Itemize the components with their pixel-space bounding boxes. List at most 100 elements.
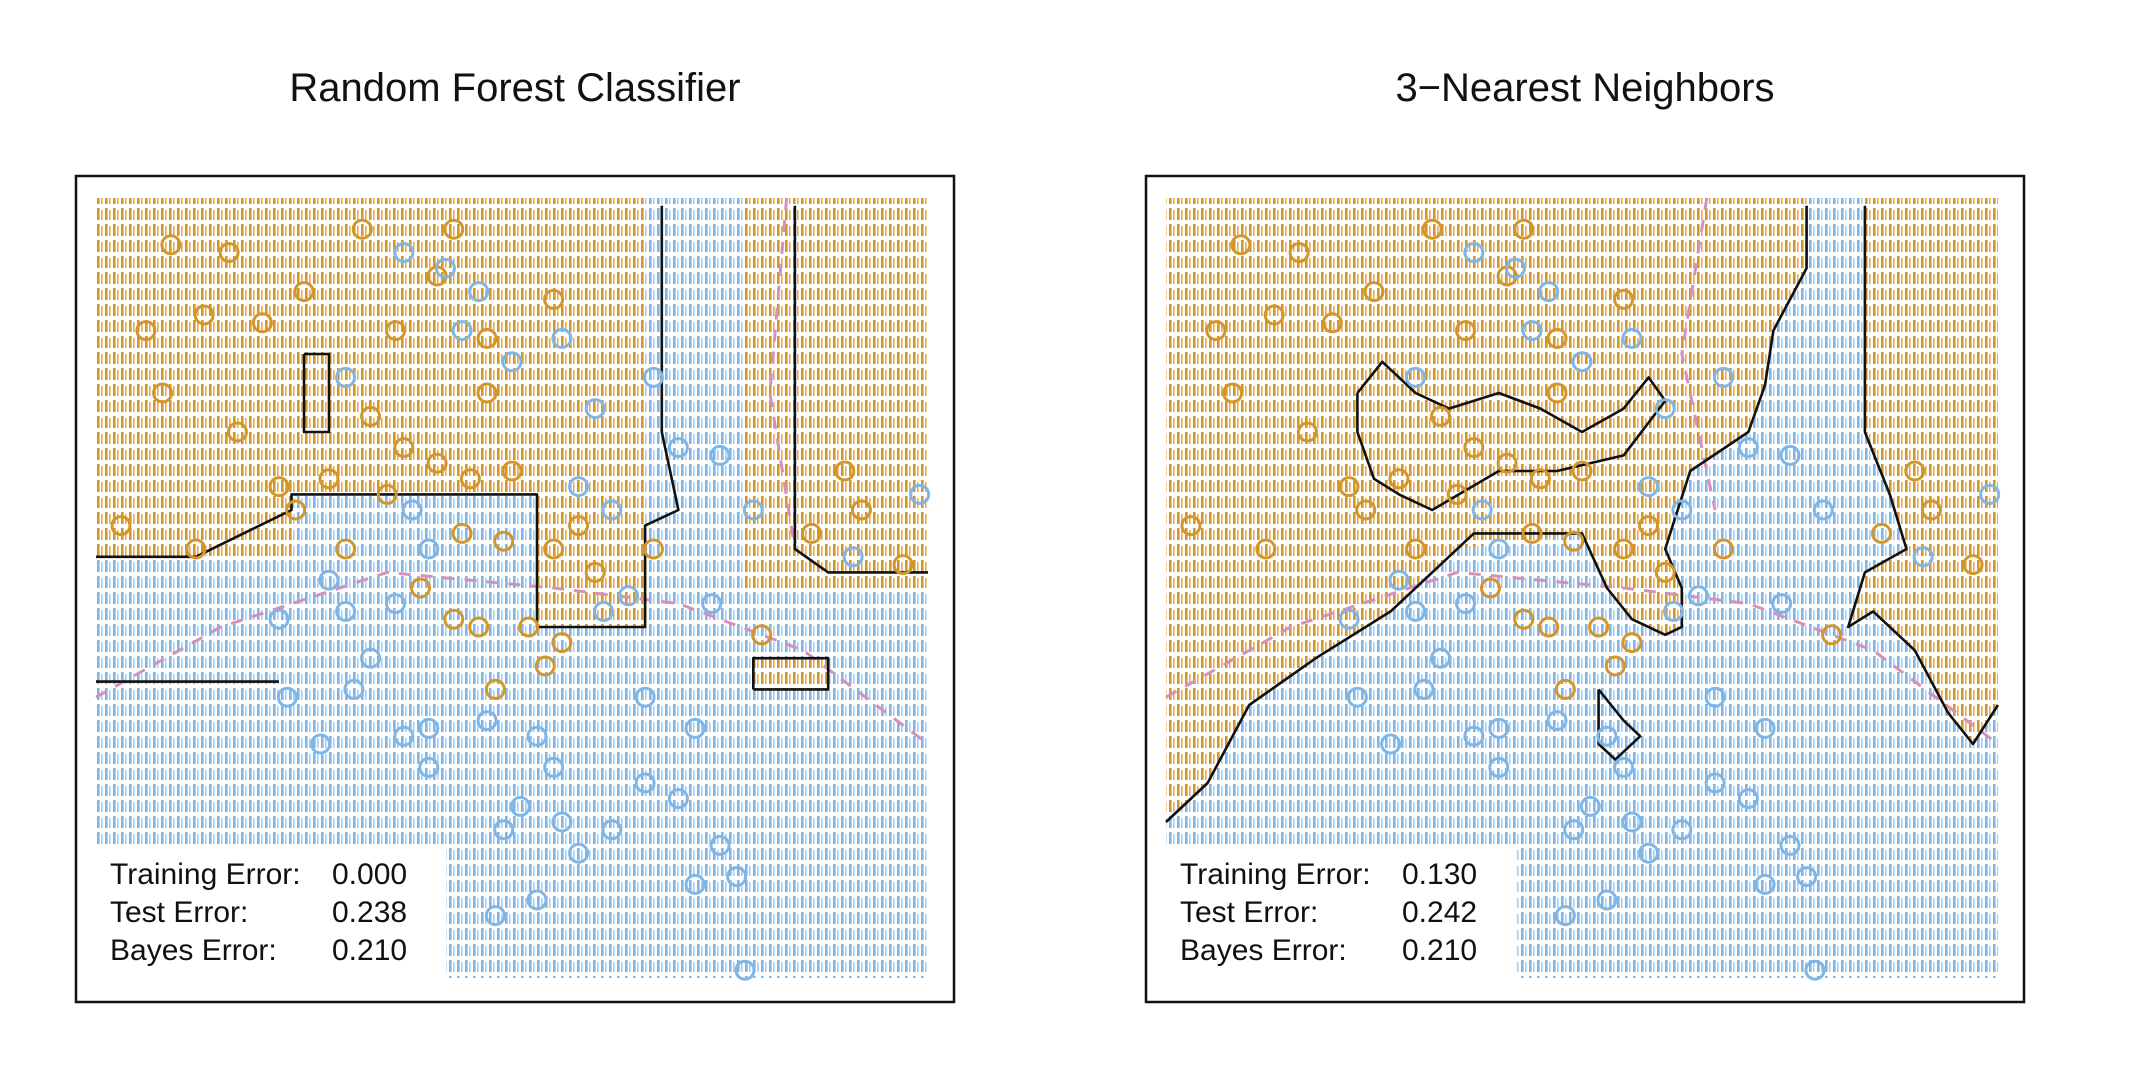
point-orange <box>1613 288 1635 310</box>
decision-boundary-line <box>1356 360 1667 512</box>
point-blue <box>1563 819 1585 841</box>
point-orange <box>1513 608 1535 630</box>
point-blue <box>1521 320 1543 342</box>
point-blue <box>335 366 357 388</box>
point-blue <box>1380 733 1402 755</box>
point-blue <box>418 717 440 739</box>
point-orange <box>1180 515 1202 537</box>
point-blue <box>526 889 548 911</box>
point-blue <box>1671 819 1693 841</box>
point-blue <box>551 327 573 349</box>
point-orange <box>1463 437 1485 459</box>
bayes-boundary-line <box>95 570 929 746</box>
point-orange <box>1613 538 1635 560</box>
point-blue <box>1638 476 1660 498</box>
point-orange <box>360 405 382 427</box>
point-orange <box>476 382 498 404</box>
point-orange <box>351 218 373 240</box>
decision-boundary-line <box>1165 205 1808 823</box>
point-blue <box>709 444 731 466</box>
point-orange <box>293 281 315 303</box>
point-orange <box>1563 530 1585 552</box>
point-orange <box>1521 522 1543 544</box>
point-orange <box>318 468 340 490</box>
point-blue <box>909 483 931 505</box>
point-blue <box>509 795 531 817</box>
point-blue <box>318 569 340 591</box>
point-blue <box>393 242 415 264</box>
stat-label: Test Error: <box>1180 896 1318 929</box>
point-blue <box>493 819 515 841</box>
point-orange <box>1321 312 1343 334</box>
point-orange <box>534 655 556 677</box>
decision-boundary-line <box>751 656 830 691</box>
point-orange <box>1338 476 1360 498</box>
point-orange <box>1962 554 1984 576</box>
point-blue <box>634 686 656 708</box>
point-orange <box>543 538 565 560</box>
point-blue <box>634 772 656 794</box>
point-blue <box>593 600 615 622</box>
point-orange <box>584 561 606 583</box>
point-blue <box>1754 873 1776 895</box>
decision-boundary-line <box>1846 205 2000 746</box>
point-orange <box>193 304 215 326</box>
region-orange <box>96 198 646 627</box>
point-blue <box>476 710 498 732</box>
point-orange <box>459 468 481 490</box>
point-orange <box>409 577 431 599</box>
point-blue <box>1663 600 1685 622</box>
point-blue <box>1737 437 1759 459</box>
decision-boundary-line <box>96 205 680 629</box>
point-blue <box>1804 959 1826 981</box>
point-orange <box>801 522 823 544</box>
point-orange <box>1296 421 1318 443</box>
point-blue <box>276 686 298 708</box>
point-blue <box>1463 242 1485 264</box>
point-blue <box>1405 366 1427 388</box>
point-blue <box>617 585 639 607</box>
point-orange <box>1230 234 1252 256</box>
point-orange <box>1621 632 1643 654</box>
point-blue <box>343 678 365 700</box>
region-orange <box>1166 198 1807 822</box>
point-blue <box>1754 717 1776 739</box>
point-blue <box>551 811 573 833</box>
stat-value: 0.000 <box>332 858 407 891</box>
point-blue <box>1812 499 1834 521</box>
point-orange <box>551 632 573 654</box>
point-blue <box>434 257 456 279</box>
panel-random-forest: Random Forest Classifier Training Error: 0… <box>74 66 956 1004</box>
point-orange <box>642 538 664 560</box>
point-orange <box>1571 460 1593 482</box>
point-orange <box>1871 522 1893 544</box>
point-orange <box>1288 242 1310 264</box>
point-blue <box>1488 756 1510 778</box>
point-orange <box>1529 468 1551 490</box>
point-orange <box>1546 327 1568 349</box>
point-blue <box>1338 608 1360 630</box>
point-orange <box>152 382 174 404</box>
stat-label: Test Error: <box>110 896 248 929</box>
stat-label: Bayes Error: <box>110 934 277 967</box>
point-blue <box>842 546 864 568</box>
point-orange <box>751 624 773 646</box>
point-orange <box>1446 483 1468 505</box>
stats-box <box>96 848 446 978</box>
point-blue <box>568 842 590 864</box>
stat-value: 0.238 <box>332 896 407 929</box>
point-orange <box>226 421 248 443</box>
stat-label: Training Error: <box>110 858 301 891</box>
point-blue <box>1687 585 1709 607</box>
point-orange <box>1821 624 1843 646</box>
point-blue <box>1796 866 1818 888</box>
point-blue <box>601 819 623 841</box>
point-blue <box>709 834 731 856</box>
point-orange <box>335 538 357 560</box>
stat-value: 0.242 <box>1402 896 1477 929</box>
panel-3-nearest-neighbors: 3−Nearest Neighbors Training Error: 0.130 T… <box>1144 66 2026 1004</box>
point-orange <box>1546 382 1568 404</box>
point-blue <box>1704 686 1726 708</box>
point-orange <box>568 515 590 537</box>
point-blue <box>468 281 490 303</box>
